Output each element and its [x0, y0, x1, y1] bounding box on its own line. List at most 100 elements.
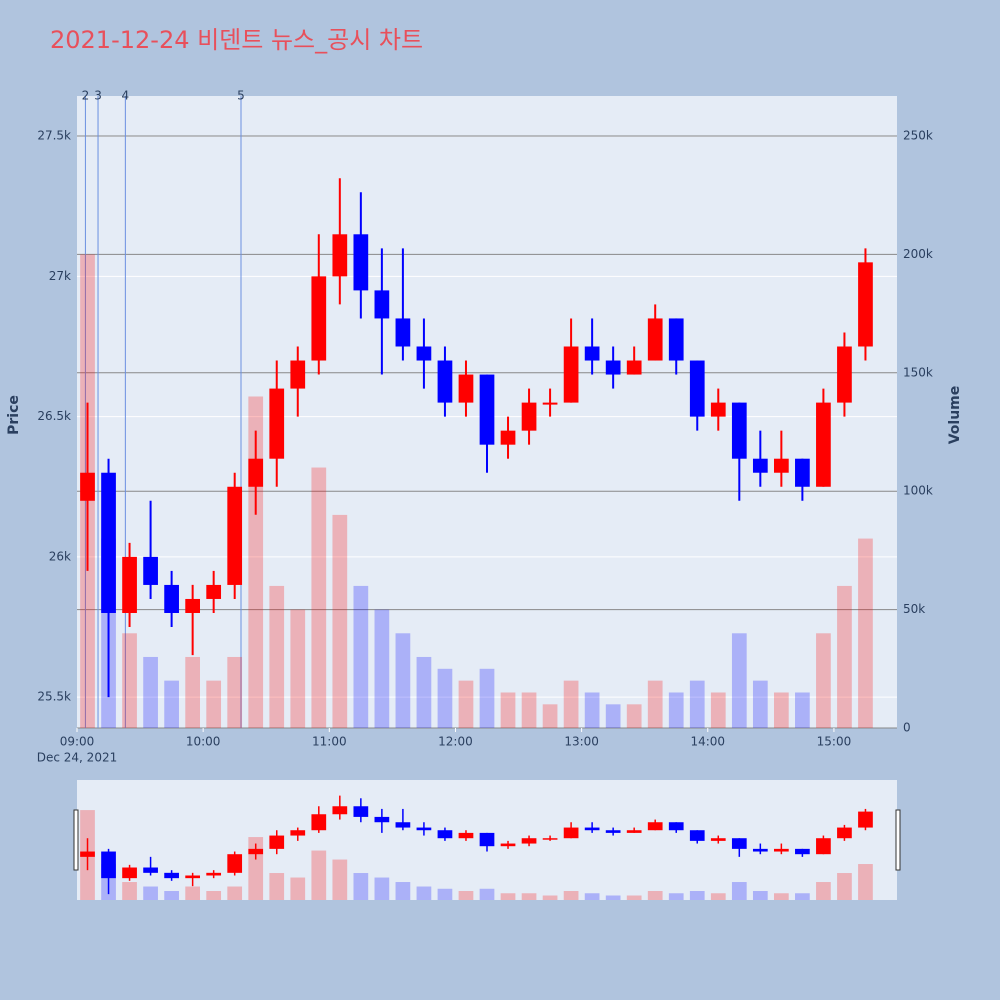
- slider-candle-body: [837, 827, 852, 839]
- slider-candle-body: [668, 822, 684, 831]
- slider-candle-body: [269, 835, 285, 849]
- slider-volume-bar: [269, 873, 285, 900]
- slider-volume-bar: [752, 891, 768, 900]
- slider-volume-bar: [332, 859, 348, 900]
- slider-candle-body: [774, 848, 789, 852]
- candle-body: [837, 346, 852, 403]
- slider-volume-bar: [795, 893, 810, 900]
- slider-volume-bar: [479, 888, 495, 900]
- slider-candle-body: [311, 814, 327, 831]
- candle-body: [774, 458, 789, 473]
- volume-bar: [752, 680, 768, 728]
- x-tick-label: 11:00: [312, 735, 347, 749]
- candle-body: [858, 262, 873, 347]
- volume-bar: [227, 656, 243, 728]
- candle-body: [563, 346, 579, 403]
- candle-body: [816, 402, 831, 487]
- slider-candle-body: [164, 872, 179, 879]
- slider-handle: [895, 809, 901, 871]
- candle-body: [395, 318, 411, 347]
- slider-candle-body: [542, 838, 558, 840]
- volume-bar: [353, 585, 369, 728]
- volume-bar: [563, 680, 579, 728]
- slider-candle-body: [710, 838, 726, 841]
- slider-candle-body: [374, 816, 390, 823]
- volume-bar: [374, 609, 390, 728]
- slider-candle-body: [479, 832, 495, 847]
- candle-body: [164, 584, 179, 613]
- y-tick-label: 27k: [49, 269, 71, 283]
- volume-bar: [311, 467, 327, 728]
- x-tick-label: 12:00: [438, 735, 473, 749]
- candle-body: [584, 346, 600, 361]
- candle-body: [248, 458, 264, 487]
- candle-body: [311, 276, 327, 361]
- slider-candle-body: [752, 848, 768, 852]
- candle-body: [795, 458, 810, 487]
- slider-volume-bar: [185, 886, 200, 900]
- candle-body: [332, 234, 348, 277]
- slider-volume-bar: [731, 882, 747, 900]
- chart-title: 2021-12-24 비덴트 뉴스_공시 차트: [50, 26, 423, 54]
- volume-bar: [290, 609, 306, 728]
- slider-candle-body: [605, 830, 621, 833]
- news-label: 4: [122, 89, 130, 103]
- candle-body: [500, 430, 516, 445]
- candle-body: [647, 318, 663, 361]
- slider-candle-body: [332, 806, 348, 815]
- volume-bar: [542, 704, 558, 728]
- slider-candle-body: [458, 832, 474, 839]
- y2-tick-label: 50k: [903, 602, 925, 616]
- candle-body: [374, 290, 390, 319]
- slider-candle-body: [563, 827, 579, 839]
- volume-bar: [626, 704, 642, 728]
- slider-candle-body: [437, 830, 453, 839]
- slider-volume-bar: [858, 864, 873, 900]
- candle-body: [416, 346, 432, 361]
- slider-candle-body: [795, 848, 810, 855]
- news-label: 5: [237, 89, 245, 103]
- slider-volume-bar: [774, 893, 789, 900]
- slider-candle-body: [626, 830, 642, 833]
- slider-candle-body: [500, 843, 516, 847]
- candle-body: [710, 402, 726, 417]
- x-date-label: Dec 24, 2021: [37, 751, 117, 765]
- slider-volume-bar: [837, 873, 852, 900]
- candle-body: [185, 598, 200, 613]
- slider-candle-body: [227, 854, 243, 873]
- slider-candle-body: [416, 827, 432, 831]
- volume-bar: [584, 692, 600, 728]
- y-tick-label: 26k: [49, 549, 71, 563]
- y2-tick-label: 100k: [903, 484, 933, 498]
- candle-body: [689, 360, 705, 417]
- x-tick-label: 15:00: [817, 735, 852, 749]
- volume-bar: [395, 633, 411, 728]
- slider-volume-bar: [353, 873, 369, 900]
- y2-tick-label: 250k: [903, 129, 933, 143]
- y2-tick-label: 0: [903, 721, 911, 735]
- candle-body: [269, 388, 285, 459]
- slider-volume-bar: [395, 882, 411, 900]
- volume-bar: [710, 692, 726, 728]
- slider-volume-bar: [563, 891, 579, 900]
- candle-body: [542, 402, 558, 405]
- slider-volume-bar: [416, 886, 432, 900]
- candle-body: [227, 486, 243, 585]
- slider-candle-body: [185, 875, 200, 879]
- slider-volume-bar: [437, 888, 453, 900]
- volume-bar: [122, 633, 137, 728]
- candle-body: [206, 584, 222, 599]
- y-tick-label: 26.5k: [37, 409, 71, 423]
- candle-body: [122, 556, 137, 613]
- slider-candle-body: [647, 822, 663, 831]
- slider-candle-body: [521, 838, 537, 844]
- slider-volume-bar: [521, 893, 537, 900]
- y2-axis-title: Volume: [947, 386, 963, 445]
- slider-candle-body: [143, 867, 158, 873]
- slider-volume-bar: [542, 895, 558, 900]
- slider-candle-body: [858, 811, 873, 828]
- slider-volume-bar: [605, 895, 621, 900]
- volume-bar: [774, 692, 789, 728]
- volume-bar: [816, 633, 831, 728]
